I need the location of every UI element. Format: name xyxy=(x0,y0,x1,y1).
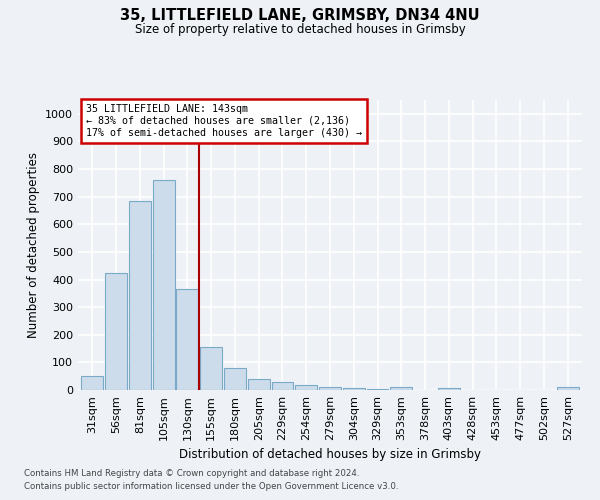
Bar xyxy=(295,385,317,390)
Bar xyxy=(272,382,293,390)
Bar xyxy=(248,379,269,390)
Bar xyxy=(319,386,341,390)
Bar xyxy=(438,388,460,390)
X-axis label: Distribution of detached houses by size in Grimsby: Distribution of detached houses by size … xyxy=(179,448,481,462)
Bar xyxy=(200,347,222,390)
Text: Size of property relative to detached houses in Grimsby: Size of property relative to detached ho… xyxy=(134,22,466,36)
Bar xyxy=(152,180,175,390)
Bar xyxy=(557,387,578,390)
Y-axis label: Number of detached properties: Number of detached properties xyxy=(26,152,40,338)
Text: Contains HM Land Registry data © Crown copyright and database right 2024.: Contains HM Land Registry data © Crown c… xyxy=(24,468,359,477)
Bar xyxy=(343,388,365,390)
Bar xyxy=(82,376,103,390)
Text: 35 LITTLEFIELD LANE: 143sqm
← 83% of detached houses are smaller (2,136)
17% of : 35 LITTLEFIELD LANE: 143sqm ← 83% of det… xyxy=(86,104,362,138)
Text: 35, LITTLEFIELD LANE, GRIMSBY, DN34 4NU: 35, LITTLEFIELD LANE, GRIMSBY, DN34 4NU xyxy=(120,8,480,22)
Bar xyxy=(224,368,246,390)
Bar xyxy=(176,289,198,390)
Bar xyxy=(129,201,151,390)
Bar xyxy=(105,272,127,390)
Text: Contains public sector information licensed under the Open Government Licence v3: Contains public sector information licen… xyxy=(24,482,398,491)
Bar xyxy=(391,387,412,390)
Bar xyxy=(367,388,388,390)
